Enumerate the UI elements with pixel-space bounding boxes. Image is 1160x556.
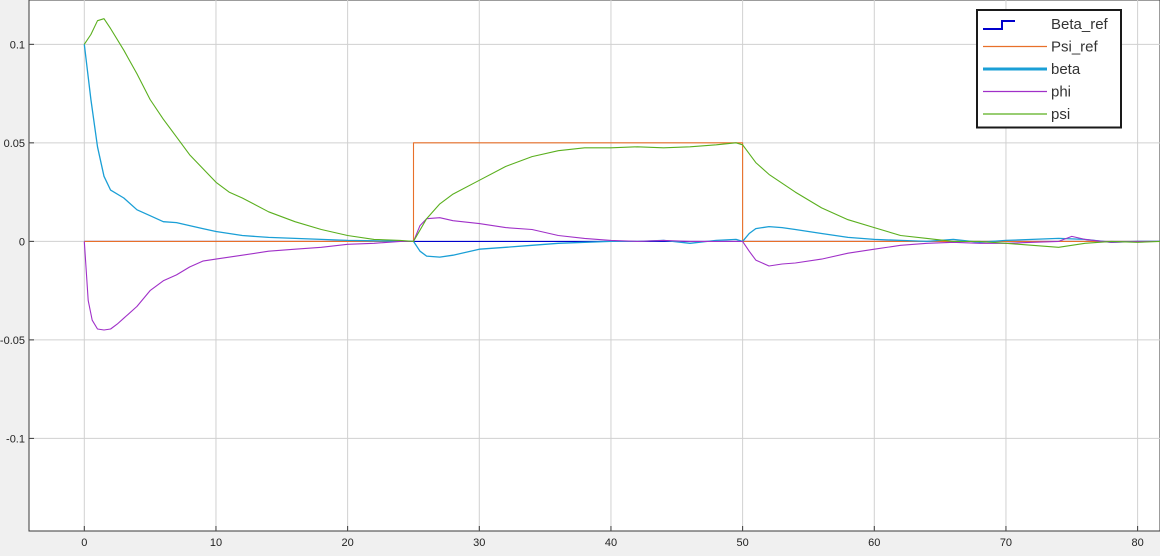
y-tick-label: 0.1	[10, 39, 25, 51]
x-tick-label: 80	[1131, 537, 1143, 549]
x-tick-label: 70	[1000, 537, 1012, 549]
legend-label-psi: psi	[1051, 106, 1070, 123]
legend-swatch-beta-ref	[983, 20, 1015, 30]
series-line-psi	[83, 18, 1160, 248]
x-tick-label: 30	[473, 537, 485, 549]
legend-label-beta-ref: Beta_ref	[1051, 16, 1109, 33]
x-tick-label: 60	[868, 537, 880, 549]
x-tick-label: 50	[736, 537, 748, 549]
x-axis-ticks: 0 10 20 30 40 50 60 70 80	[81, 526, 1144, 549]
x-tick-label: 40	[605, 537, 617, 549]
legend-label-psi-ref: Psi_ref	[1051, 39, 1099, 56]
x-tick-label: 10	[210, 537, 222, 549]
series-line-psi-ref	[84, 142, 1160, 242]
y-tick-label: -0.1	[6, 433, 25, 445]
series-line-phi	[83, 217, 1160, 331]
x-tick-label: 0	[81, 537, 87, 549]
y-tick-label: 0	[19, 236, 25, 248]
y-tick-label: 0.05	[4, 138, 25, 150]
x-tick-label: 20	[342, 537, 354, 549]
plot-area	[28, 0, 1160, 532]
legend-label-phi: phi	[1051, 84, 1071, 101]
legend-label-beta: beta	[1051, 61, 1081, 78]
y-tick-label: -0.05	[0, 335, 25, 347]
series-lines	[83, 18, 1160, 331]
y-axis-ticks: -0.1 -0.05 0 0.05 0.1	[0, 39, 34, 445]
series-line-beta	[83, 44, 1160, 258]
